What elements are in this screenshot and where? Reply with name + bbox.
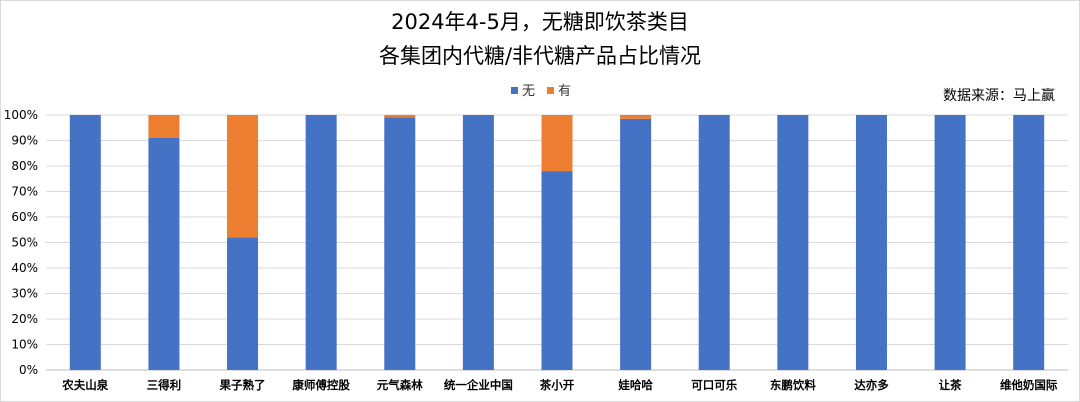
- bar-series-1: [777, 115, 809, 370]
- legend: 无 有: [511, 84, 571, 99]
- bar-series-1: [698, 115, 730, 370]
- y-tick-label: 10%: [11, 338, 38, 352]
- chart-title-line-1: 2024年4-5月，无糖即饮茶类目: [391, 10, 689, 34]
- y-tick-label: 90%: [11, 134, 38, 148]
- bar-series-1: [855, 115, 887, 370]
- x-category-label: 三得利: [147, 378, 182, 392]
- legend-swatch-series-2: [547, 87, 554, 94]
- x-category-label: 统一企业中国: [444, 378, 513, 392]
- x-category-label: 东鹏饮料: [770, 378, 816, 392]
- y-tick-label: 100%: [4, 108, 38, 122]
- y-tick-label: 60%: [11, 210, 38, 224]
- x-category-label: 茶小开: [539, 378, 575, 392]
- x-axis-labels: 农夫山泉 三得利 果子熟了 康师傅控股 元气森林 统一企业中国 茶小开 娃哈哈 可口可乐 东鹏饮料…: [61, 378, 1058, 392]
- x-category-label: 娃哈哈: [617, 378, 653, 392]
- y-axis-ticks: 0% 10% 20% 30% 40% 50% 60% 70% 80% 90% 100%: [4, 108, 38, 377]
- bar-series-1: [1013, 115, 1045, 370]
- legend-swatch-series-1: [511, 87, 518, 94]
- data-source: 数据来源：马上赢: [943, 87, 1055, 104]
- bar-series-2: [620, 115, 652, 119]
- bar-series-2: [227, 115, 259, 238]
- bar-series-1: [148, 137, 180, 370]
- bar-series-2: [384, 115, 416, 118]
- y-tick-label: 70%: [11, 185, 38, 199]
- bar-series-1: [69, 115, 101, 370]
- bar-series-2: [148, 115, 180, 138]
- y-tick-label: 50%: [11, 236, 38, 250]
- x-category-label: 元气森林: [377, 378, 423, 392]
- x-category-label: 果子熟了: [219, 378, 266, 392]
- y-tick-label: 0%: [19, 363, 38, 377]
- bar-series-1: [934, 115, 966, 370]
- y-tick-label: 30%: [11, 287, 38, 301]
- x-category-label: 维他奶国际: [1000, 378, 1058, 392]
- legend-label-series-1: 无: [522, 84, 535, 99]
- bars: [69, 115, 1045, 370]
- bar-series-1: [305, 115, 337, 370]
- y-tick-label: 80%: [11, 159, 38, 173]
- x-category-label: 达亦多: [854, 378, 889, 392]
- y-tick-label: 40%: [11, 261, 38, 275]
- chart-title-line-2: 各集团内代糖/非代糖产品占比情况: [379, 44, 701, 68]
- x-category-label: 农夫山泉: [61, 378, 108, 392]
- x-category-label: 可口可乐: [691, 378, 737, 392]
- y-tick-label: 20%: [11, 312, 38, 326]
- legend-label-series-2: 有: [558, 84, 571, 99]
- bar-series-1: [384, 117, 416, 370]
- bar-series-1: [620, 118, 652, 370]
- bar-series-1: [462, 115, 494, 370]
- x-category-label: 康师傅控股: [292, 378, 350, 392]
- bar-series-1: [541, 171, 573, 370]
- bar-series-2: [541, 115, 573, 172]
- bar-series-1: [227, 237, 259, 370]
- x-category-label: 让茶: [939, 378, 962, 392]
